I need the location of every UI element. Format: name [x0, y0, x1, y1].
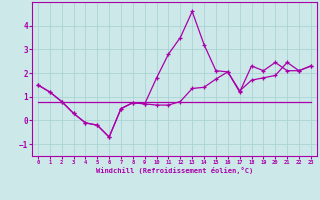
X-axis label: Windchill (Refroidissement éolien,°C): Windchill (Refroidissement éolien,°C): [96, 167, 253, 174]
